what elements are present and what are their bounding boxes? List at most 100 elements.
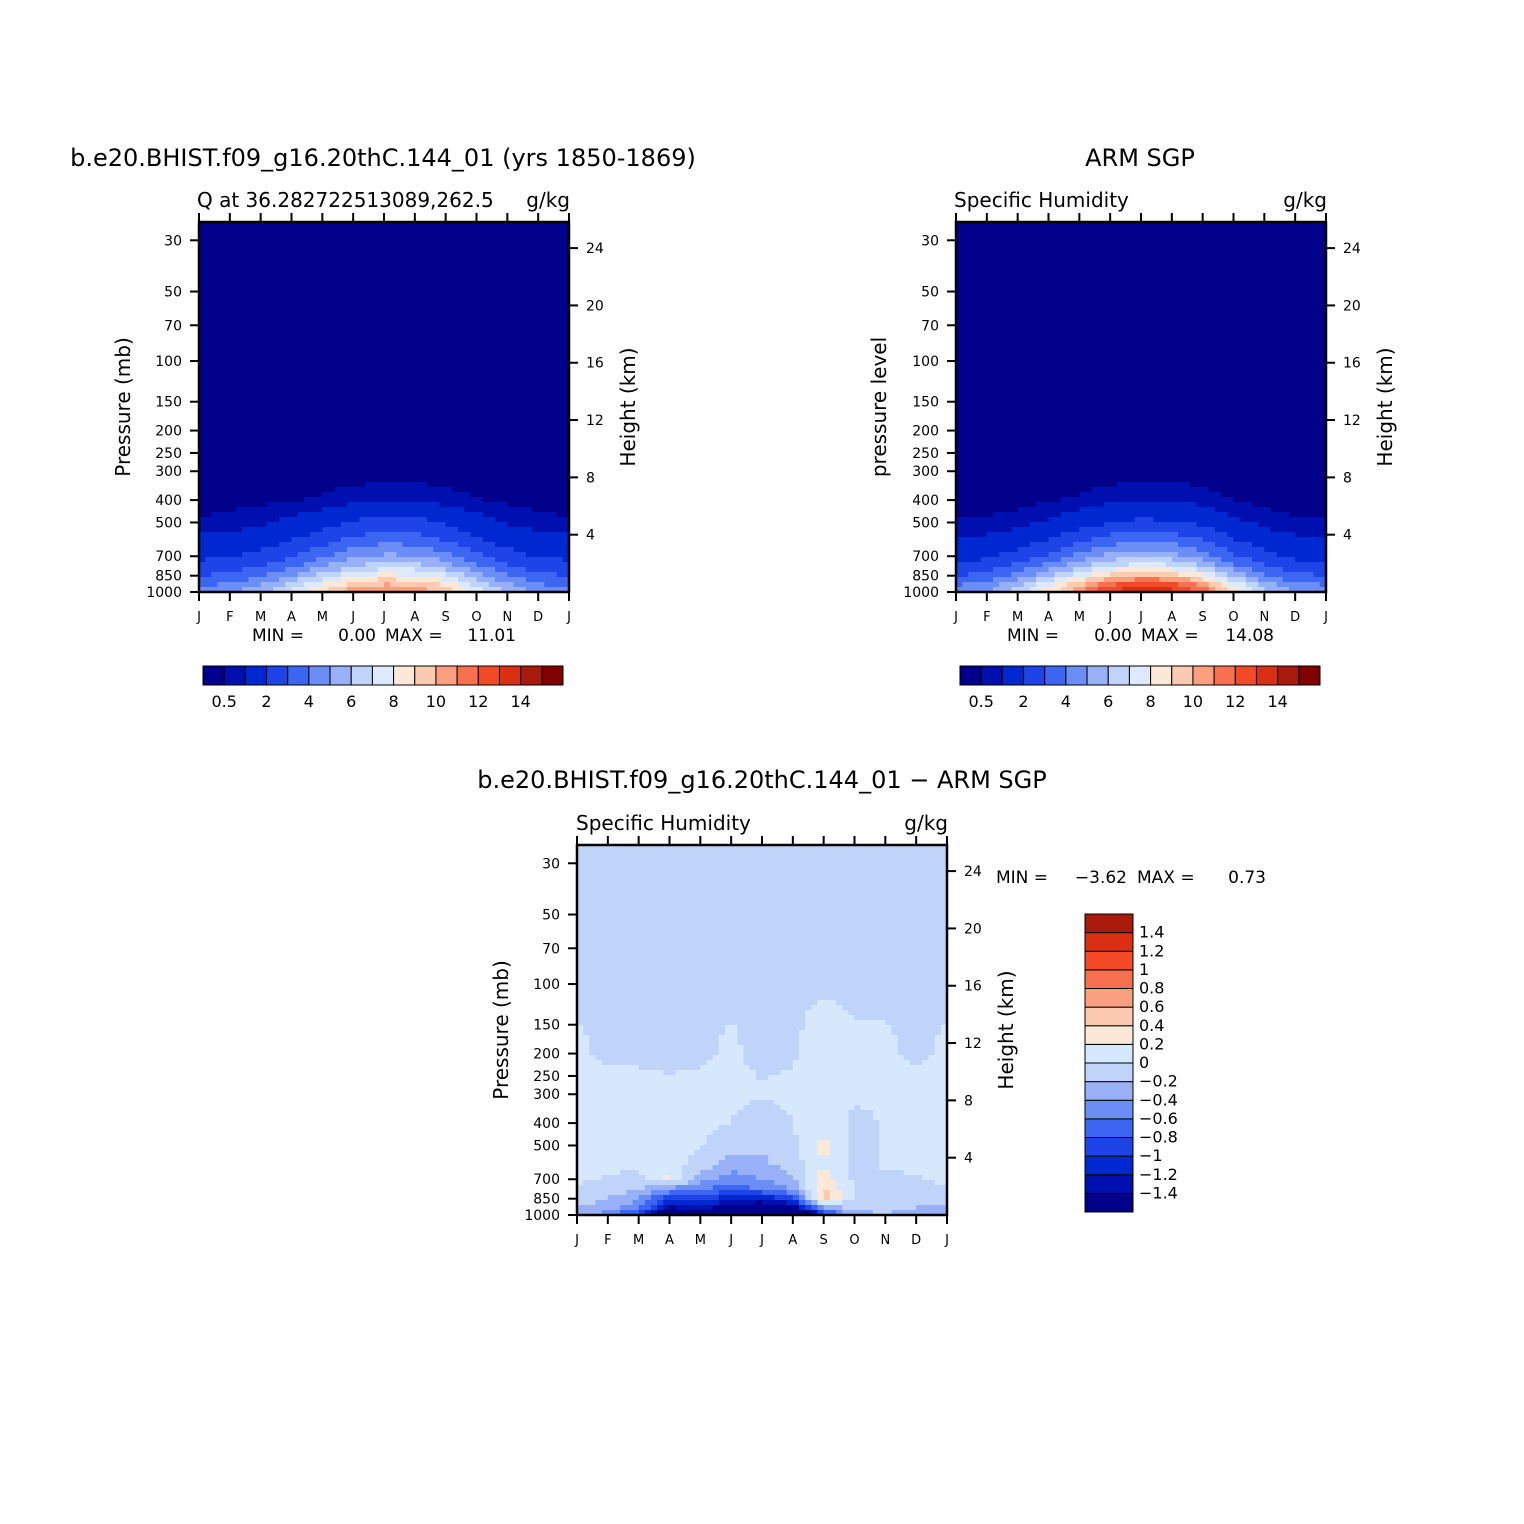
contour-cell	[427, 482, 434, 488]
contour-cell	[384, 407, 391, 413]
contour-cell	[433, 482, 441, 488]
contour-cell	[507, 442, 515, 448]
contour-cell	[433, 582, 441, 588]
contour-cell	[513, 367, 521, 373]
contour-cell	[371, 292, 379, 298]
contour-cell	[1023, 247, 1031, 253]
contour-cell	[390, 572, 397, 578]
contour-cell	[408, 367, 416, 373]
contour-cell	[445, 357, 453, 363]
contour-cell	[236, 222, 243, 228]
contour-cell	[254, 542, 262, 548]
contour-cell	[1319, 227, 1327, 233]
contour-cell	[248, 442, 256, 448]
contour-cell	[421, 237, 428, 243]
contour-cell	[513, 447, 521, 453]
contour-cell	[464, 567, 471, 573]
contour-cell	[538, 267, 545, 273]
contour-cell	[525, 297, 533, 303]
contour-cell	[279, 247, 286, 253]
contour-cell	[371, 587, 379, 593]
contour-cell	[414, 512, 422, 518]
contour-cell	[347, 482, 354, 488]
contour-cell	[334, 287, 342, 293]
contour-cell	[384, 512, 391, 518]
contour-cell	[495, 437, 502, 443]
contour-cell	[433, 417, 441, 423]
contour-cell	[285, 287, 293, 293]
contour-cell	[402, 442, 410, 448]
contour-cell	[347, 277, 354, 283]
contour-cell	[211, 247, 219, 253]
contour-cell	[334, 472, 342, 478]
contour-cell	[550, 332, 558, 338]
contour-cell	[384, 402, 391, 408]
contour-cell	[495, 557, 502, 563]
contour-cell	[254, 447, 262, 453]
contour-cell	[1319, 242, 1327, 248]
contour-cell	[427, 432, 434, 438]
contour-cell	[439, 302, 447, 308]
contour-cell	[390, 507, 397, 513]
contour-cell	[254, 477, 262, 483]
contour-cell	[322, 262, 330, 268]
contour-cell	[1005, 227, 1013, 233]
contour-cell	[328, 302, 336, 308]
contour-cell	[513, 507, 521, 513]
contour-cell	[347, 242, 354, 248]
contour-cell	[525, 282, 533, 288]
contour-cell	[353, 262, 360, 268]
contour-cell	[488, 317, 496, 323]
contour-cell	[507, 392, 515, 398]
contour-cell	[223, 302, 231, 308]
contour-cell	[427, 517, 434, 523]
contour-cell	[371, 477, 379, 483]
contour-cell	[1196, 222, 1204, 228]
contour-cell	[291, 457, 299, 463]
contour-cell	[1134, 252, 1142, 258]
contour-cell	[532, 297, 539, 303]
contour-cell	[458, 287, 465, 293]
contour-cell	[328, 312, 336, 318]
colorbar-label: 14	[510, 692, 530, 711]
contour-cell	[347, 392, 354, 398]
contour-cell	[199, 377, 206, 383]
contour-cell	[353, 377, 360, 383]
contour-cell	[513, 407, 521, 413]
contour-cell	[279, 357, 286, 363]
contour-cell	[1147, 247, 1154, 253]
contour-cell	[433, 412, 441, 418]
contour-cell	[1276, 242, 1284, 248]
contour-cell	[445, 287, 453, 293]
contour-cell	[229, 247, 237, 253]
contour-cell	[347, 512, 354, 518]
contour-cell	[427, 442, 434, 448]
contour-cell	[248, 537, 256, 543]
contour-cell	[291, 332, 299, 338]
contour-cell	[260, 387, 268, 393]
contour-cell	[322, 347, 330, 353]
contour-cell	[285, 347, 293, 353]
contour-cell	[279, 557, 286, 563]
contour-cell	[464, 427, 471, 433]
contour-cell	[279, 267, 286, 273]
contour-cell	[266, 277, 274, 283]
contour-cell	[229, 337, 237, 343]
contour-cell	[495, 462, 502, 468]
contour-cell	[476, 227, 484, 233]
contour-cell	[562, 512, 570, 518]
contour-cell	[365, 302, 373, 308]
contour-cell	[390, 542, 397, 548]
colorbar-label: 10	[426, 692, 446, 711]
contour-cell	[433, 562, 441, 568]
contour-cell	[1147, 242, 1154, 248]
contour-cell	[223, 257, 231, 263]
contour-cell	[1060, 252, 1068, 258]
contour-cell	[495, 442, 502, 448]
contour-cell	[242, 492, 249, 498]
contour-cell	[408, 387, 416, 393]
contour-cell	[316, 527, 323, 533]
contour-cell	[223, 397, 231, 403]
contour-cell	[532, 332, 539, 338]
contour-cell	[513, 547, 521, 553]
